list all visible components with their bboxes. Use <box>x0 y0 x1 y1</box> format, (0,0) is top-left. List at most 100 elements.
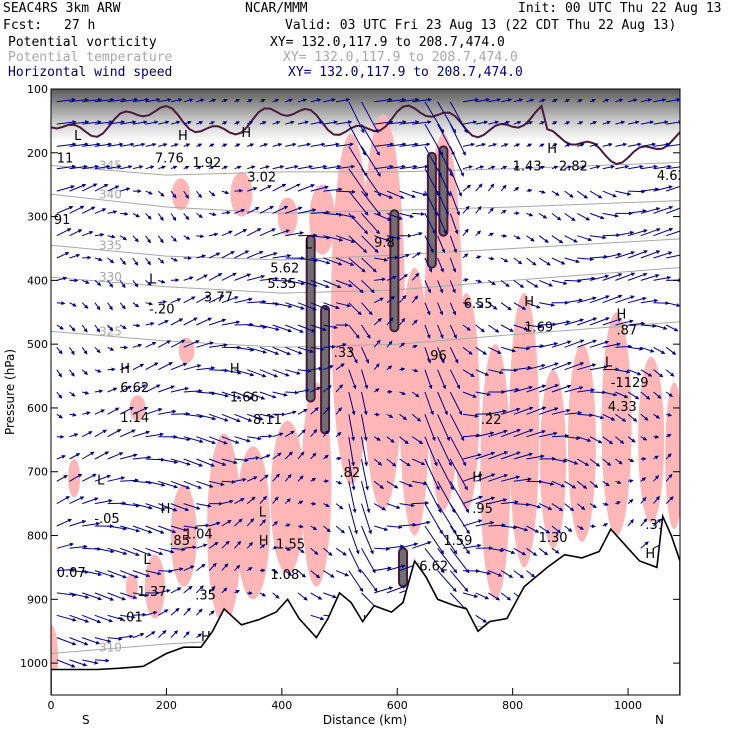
wind-vector-142 <box>615 142 628 147</box>
wind-vector-1056 <box>56 592 77 597</box>
wind-vector-944 <box>221 519 232 527</box>
wind-vector-263 <box>285 206 303 214</box>
wind-vector-797 <box>221 458 238 465</box>
wind-vector-375 <box>462 253 469 259</box>
wind-vector-264 <box>297 208 317 214</box>
wind-vector-64 <box>246 121 254 125</box>
wind-vector-407 <box>247 274 266 281</box>
wind-vector-558 <box>297 346 314 354</box>
wind-vector-750 <box>247 436 262 441</box>
theta-contour-1 <box>51 193 680 214</box>
wind-vector-774 <box>551 433 570 438</box>
wind-vector-853 <box>310 477 317 482</box>
wind-vector-511 <box>323 324 338 330</box>
wind-vector-146 <box>666 143 680 147</box>
hl-marker-5: L <box>149 273 157 288</box>
wind-vector-908 <box>386 503 401 509</box>
wind-vector-883 <box>69 496 85 505</box>
wind-vector-882 <box>56 496 70 505</box>
wind-vector-91 <box>589 120 598 125</box>
wind-vector-1048 <box>437 570 457 592</box>
wind-vector-746 <box>196 436 216 445</box>
wind-vector-395 <box>94 280 102 287</box>
wind-vector-683 <box>640 391 651 400</box>
wind-vector-852 <box>297 475 304 482</box>
wind-vector-100 <box>82 142 101 147</box>
wind-vector-1043 <box>348 570 364 593</box>
wind-vector-840 <box>145 480 166 487</box>
pv-shade-5 <box>331 133 372 485</box>
wind-vector-1037 <box>272 569 279 574</box>
wind-vector-373 <box>437 257 444 273</box>
wind-vector-81 <box>462 120 478 125</box>
wind-vector-317 <box>348 235 368 253</box>
wind-vector-311 <box>272 229 291 237</box>
wind-vector-526 <box>513 324 529 331</box>
wind-vector-513 <box>348 324 360 339</box>
wind-vector-731 <box>627 413 638 422</box>
wind-vector-245 <box>56 205 74 214</box>
pv-value-36: 1.08 <box>270 568 299 583</box>
y-tick-label-5: 600 <box>27 402 48 415</box>
wind-vector-697 <box>196 413 217 421</box>
wind-vector-1014 <box>513 547 527 556</box>
wind-vector-85 <box>513 120 522 125</box>
wind-vector-764 <box>424 436 438 467</box>
wind-vector-589 <box>69 369 75 377</box>
wind-vector-177 <box>437 168 451 197</box>
wind-vector-588 <box>56 369 63 378</box>
wind-vector-110 <box>208 143 215 148</box>
wind-vector-189 <box>589 165 601 170</box>
wind-vector-982 <box>107 547 128 556</box>
wind-vector-849 <box>259 474 269 482</box>
wind-vector-879 <box>640 477 647 482</box>
wind-vector-191 <box>615 164 630 170</box>
wind-vector-566 <box>399 342 405 348</box>
wind-vector-107 <box>170 143 179 147</box>
wind-vector-1023 <box>94 570 115 578</box>
wind-vector-530 <box>564 318 585 326</box>
wind-vector-59 <box>183 120 192 125</box>
wind-vector-204 <box>157 190 165 197</box>
y-tick-label-1: 200 <box>27 147 48 160</box>
hl-marker-16: L <box>143 553 151 568</box>
wind-vector-800 <box>259 454 271 460</box>
wind-vector-801 <box>272 452 282 460</box>
wind-vector-58 <box>170 120 181 125</box>
pv-high-column-2 <box>389 209 400 333</box>
pv-value-13: 6.55 <box>464 297 493 312</box>
wind-vector-87 <box>538 121 545 125</box>
wind-vector-482 <box>577 296 597 304</box>
wind-vector-120 <box>336 142 354 147</box>
wind-vector-1064 <box>158 589 171 594</box>
wind-vector-860 <box>399 480 413 488</box>
wind-vector-130 <box>462 142 476 147</box>
wind-vector-506 <box>259 324 280 331</box>
wind-vector-277 <box>462 205 470 214</box>
wind-vector-938 <box>145 525 165 534</box>
wind-vector-145 <box>653 142 671 147</box>
wind-vector-391 <box>666 253 680 259</box>
wind-vector-607 <box>297 368 312 373</box>
wind-vector-454 <box>221 296 239 304</box>
wind-vector-56 <box>145 120 159 125</box>
wind-vector-518 <box>411 319 418 326</box>
field-pv-xy: XY= 132.0,117.9 to 208.7,474.0 <box>270 35 505 50</box>
wind-vector-985 <box>145 547 164 556</box>
wind-vector-768 <box>475 431 495 438</box>
wind-vector-228 <box>462 184 472 192</box>
pv-value-32: 1.59 <box>443 534 472 549</box>
wind-vector-525 <box>500 324 514 332</box>
wind-vector-339 <box>627 229 648 237</box>
wind-vector-1069 <box>221 587 228 594</box>
wind-vector-495 <box>119 324 127 330</box>
wind-vector-502 <box>208 318 227 326</box>
wind-vector-84 <box>500 120 511 125</box>
wind-vector-571 <box>462 346 473 355</box>
wind-vector-927 <box>627 498 634 504</box>
wind-vector-137 <box>551 143 558 148</box>
x-tick-label-0: 0 <box>48 699 55 712</box>
wind-vector-808 <box>361 458 370 491</box>
wind-vector-246 <box>69 205 85 214</box>
wind-vector-424 <box>462 278 469 282</box>
